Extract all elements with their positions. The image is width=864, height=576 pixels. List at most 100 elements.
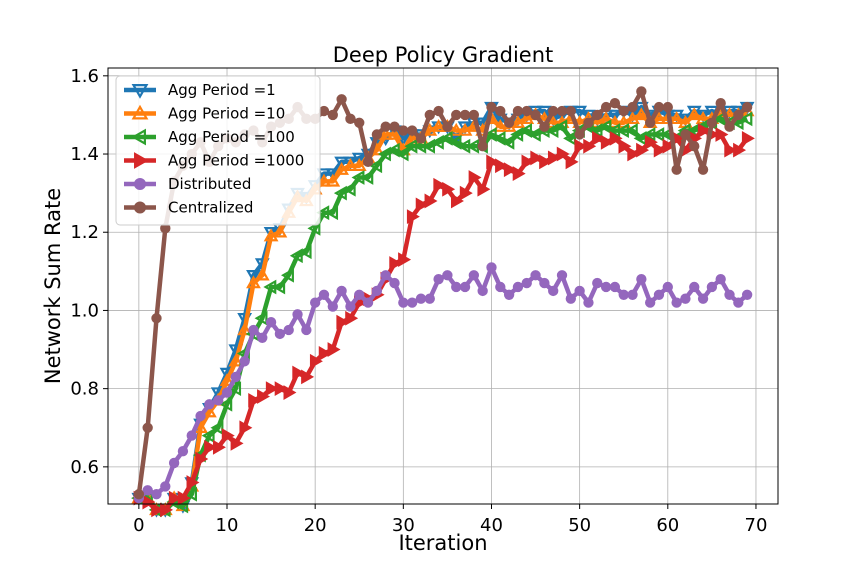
data-point: [301, 324, 312, 336]
legend-box: [115, 75, 321, 226]
data-point: [168, 490, 182, 506]
data-point: [583, 297, 594, 308]
data-point: [239, 420, 253, 436]
data-point: [298, 244, 312, 260]
data-point: [219, 373, 235, 387]
data-point: [272, 224, 288, 238]
data-point: [160, 481, 171, 492]
data-point: [530, 270, 541, 281]
data-point: [477, 285, 488, 297]
data-point: [345, 113, 356, 125]
data-point: [415, 293, 427, 304]
data-point: [574, 138, 588, 154]
legend-item: Agg Period =10: [124, 105, 285, 123]
data-point: [644, 117, 656, 128]
data-point: [309, 353, 323, 369]
data-point: [618, 138, 632, 154]
data-point: [283, 385, 297, 400]
data-point: [377, 146, 391, 162]
data-point: [336, 94, 347, 105]
data-point: [741, 130, 755, 146]
data-point: [600, 281, 612, 293]
data-point: [439, 130, 453, 146]
data-point: [316, 168, 332, 182]
data-point: [459, 109, 471, 121]
data-point: [327, 342, 341, 357]
data-point: [333, 185, 347, 201]
data-point: [636, 273, 647, 285]
legend-marker: [131, 84, 149, 99]
data-point: [512, 166, 526, 181]
data-point: [521, 277, 532, 289]
data-point: [689, 141, 700, 152]
data-point: [633, 107, 649, 121]
data-point: [686, 107, 702, 121]
data-point: [389, 277, 400, 289]
data-point: [254, 267, 270, 281]
data-point: [662, 138, 676, 154]
data-point: [442, 121, 453, 132]
legend-marker: [133, 177, 147, 191]
data-point: [653, 289, 665, 300]
data-point: [503, 289, 515, 300]
data-point: [398, 125, 409, 136]
series-distributed: [133, 262, 753, 504]
data-point: [424, 109, 435, 121]
data-point: [442, 181, 456, 197]
data-point: [697, 293, 709, 304]
legend-label: Agg Period =100: [168, 128, 295, 146]
data-point: [563, 130, 577, 146]
data-point: [398, 252, 412, 268]
data-point: [468, 170, 482, 185]
data-point: [592, 109, 603, 121]
data-point: [406, 297, 418, 308]
data-point: [715, 127, 729, 142]
data-point: [530, 109, 541, 121]
data-point: [486, 154, 500, 170]
axis-ticks: 0 10 20 30 40 50 60 70 0.6 0.8 1.0 1.2 1.4 1.6: [70, 66, 767, 536]
data-point: [398, 297, 409, 308]
data-point: [600, 101, 612, 113]
data-point: [327, 301, 338, 312]
data-point: [598, 119, 612, 135]
legend-item: Agg Period =100: [124, 128, 295, 146]
data-point: [195, 451, 209, 467]
data-point: [521, 154, 535, 170]
data-point: [627, 101, 638, 113]
data-point: [318, 289, 330, 300]
data-point: [204, 439, 218, 455]
data-point: [239, 356, 250, 367]
data-point: [345, 301, 356, 312]
legend-item: Agg Period =1000: [124, 152, 304, 170]
data-point: [177, 490, 191, 506]
data-point: [715, 98, 726, 109]
data-point: [237, 322, 253, 336]
data-point: [624, 123, 638, 138]
data-point: [248, 324, 259, 336]
data-point: [265, 381, 279, 397]
data-point: [483, 127, 497, 142]
data-point: [448, 134, 462, 150]
data-point: [545, 123, 559, 138]
data-point: [662, 281, 673, 293]
data-point: [741, 289, 753, 300]
data-point: [433, 105, 444, 117]
data-point: [336, 285, 347, 297]
data-point: [433, 177, 447, 193]
data-point: [636, 86, 647, 97]
data-point: [574, 285, 585, 297]
legend-label: Centralized: [168, 199, 253, 217]
data-point: [706, 117, 718, 128]
data-point: [177, 446, 189, 457]
data-point: [548, 105, 559, 117]
data-point: [424, 193, 438, 209]
data-point: [689, 281, 700, 293]
data-point: [627, 146, 641, 162]
data-point: [380, 121, 391, 132]
data-point: [583, 117, 594, 128]
data-point: [607, 109, 623, 123]
data-point: [184, 486, 197, 502]
data-point: [246, 275, 261, 289]
data-point: [362, 297, 374, 308]
